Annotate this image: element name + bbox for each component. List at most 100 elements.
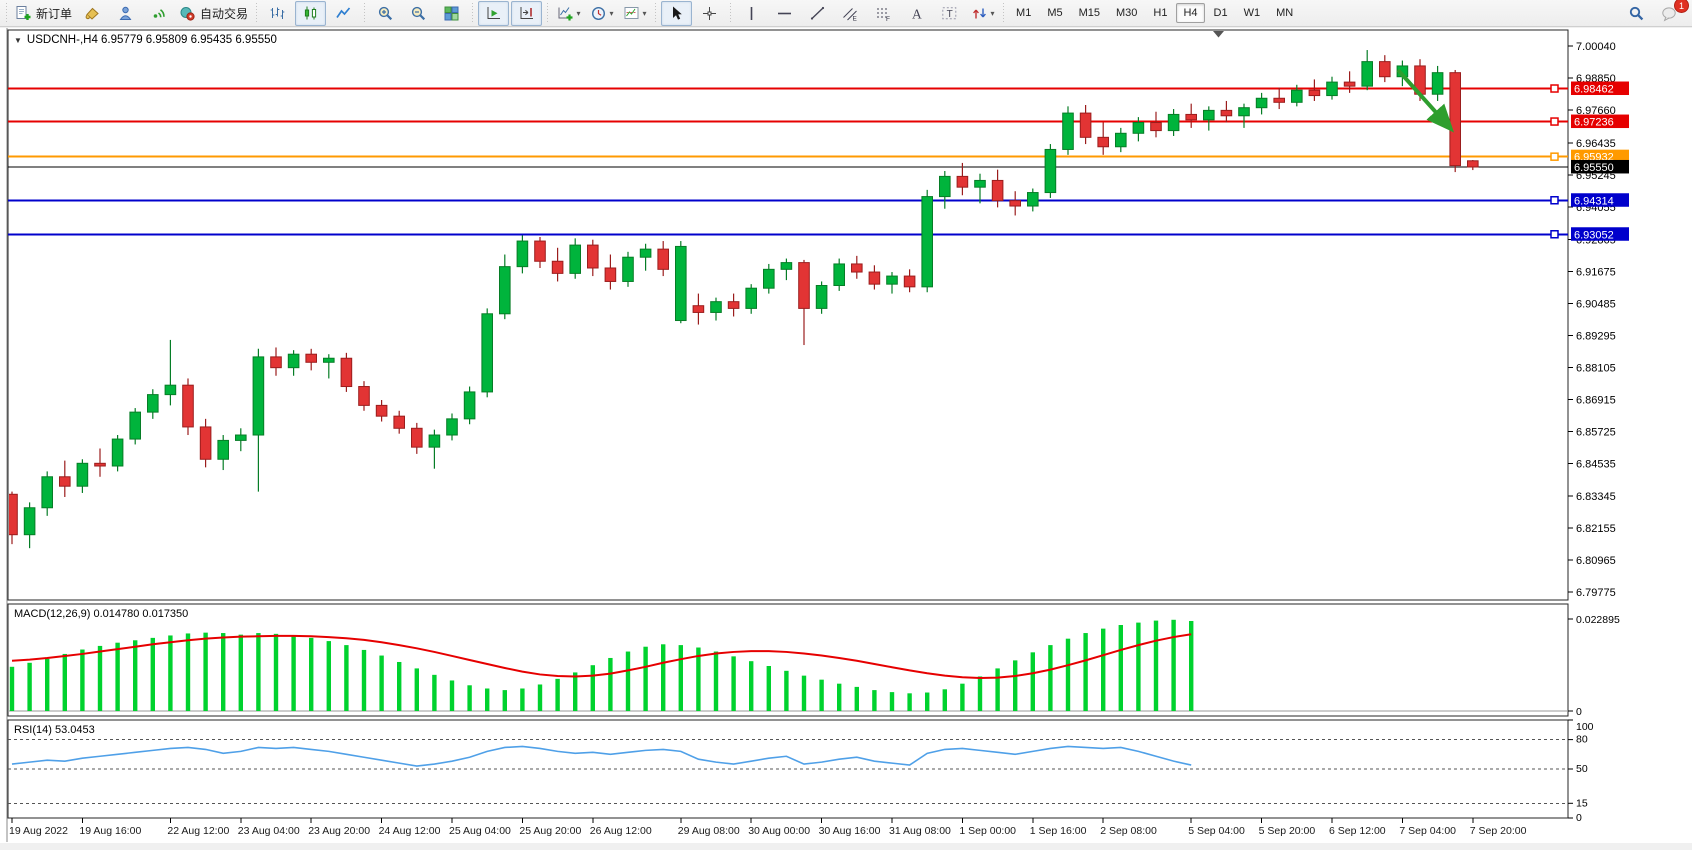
- svg-text:100: 100: [1576, 721, 1594, 733]
- chevron-down-icon[interactable]: ▾: [576, 8, 581, 18]
- line-icon: [335, 5, 352, 22]
- zoom-out-icon: [410, 5, 427, 22]
- chart-panels: [6, 28, 1569, 842]
- price-label-6.93052: 6.93052: [1571, 227, 1629, 241]
- person-icon: [117, 5, 134, 22]
- chart-shift-button[interactable]: [511, 0, 543, 26]
- svg-text:7 Sep 20:00: 7 Sep 20:00: [1470, 825, 1527, 837]
- templates-button[interactable]: ▾: [619, 1, 650, 26]
- candlestick-chart-button[interactable]: [295, 0, 327, 26]
- svg-text:6.95550: 6.95550: [1574, 162, 1614, 174]
- tile-windows-button[interactable]: [436, 1, 467, 26]
- trendline-icon: [809, 5, 826, 22]
- signals-button[interactable]: [143, 1, 174, 26]
- line-handle[interactable]: [1550, 230, 1559, 239]
- price-label-6.98462: 6.98462: [1571, 81, 1629, 96]
- macd-axis: 0.022895 0: [1568, 614, 1620, 718]
- search-button[interactable]: [1621, 1, 1652, 26]
- timeframe-button-MN[interactable]: MN: [1276, 7, 1294, 19]
- svg-text:E: E: [853, 15, 858, 22]
- svg-text:6.85725: 6.85725: [1576, 427, 1616, 439]
- svg-text:1 Sep 16:00: 1 Sep 16:00: [1030, 825, 1087, 837]
- arrows-tool[interactable]: ▾: [967, 1, 998, 26]
- auto-trading-button[interactable]: 自动交易: [176, 1, 251, 26]
- chat-icon: [1661, 5, 1678, 22]
- crosshair-button[interactable]: [694, 1, 725, 26]
- line-handle[interactable]: [1550, 84, 1559, 93]
- timeframe-button-M15[interactable]: M15: [1078, 7, 1100, 19]
- timeframe-button-M30[interactable]: M30: [1116, 7, 1138, 19]
- svg-text:30 Aug 00:00: 30 Aug 00:00: [748, 825, 810, 837]
- svg-text:6.90485: 6.90485: [1576, 298, 1616, 310]
- svg-text:0.022895: 0.022895: [1576, 614, 1620, 626]
- svg-text:F: F: [886, 16, 890, 22]
- bucket-icon: [84, 5, 101, 22]
- price-axis: 7.000406.988506.976606.964356.952456.940…: [1568, 41, 1616, 599]
- chevron-down-icon[interactable]: ▾: [990, 8, 995, 18]
- svg-text:6.80965: 6.80965: [1576, 555, 1616, 567]
- channel-icon: E: [842, 5, 859, 22]
- search-icon: [1628, 5, 1645, 22]
- chevron-down-icon[interactable]: ▾: [642, 8, 647, 18]
- line-handle[interactable]: [1550, 152, 1559, 161]
- zoom-out-button[interactable]: [403, 1, 434, 26]
- toolbar-group-grip: [254, 3, 260, 23]
- bar-chart-button[interactable]: [262, 1, 293, 26]
- time-axis: 19 Aug 2022 19 Aug 16:00 22 Aug 12:00 23 Au…: [9, 818, 1527, 837]
- autoscroll-icon: [485, 5, 502, 22]
- svg-text:23 Aug 04:00: 23 Aug 04:00: [238, 825, 300, 837]
- cursor-button[interactable]: [661, 0, 693, 26]
- hline-icon: [776, 5, 793, 22]
- bars-icon: [269, 5, 286, 22]
- styler-button[interactable]: [77, 1, 108, 26]
- new-order-button-label: 新订单: [36, 6, 73, 21]
- chart-shift-marker[interactable]: [1213, 31, 1224, 38]
- line-handle[interactable]: [1550, 117, 1559, 126]
- macd-signal-line: [11, 633, 1192, 680]
- svg-text:6.84535: 6.84535: [1576, 459, 1616, 471]
- chart-title: ▼ USDCNH-,H4 6.95779 6.95809 6.95435 6.95…: [14, 34, 277, 46]
- svg-text:0: 0: [1576, 812, 1582, 824]
- toolbar-right: 1: [1620, 0, 1689, 27]
- horizontal-line-tool[interactable]: [769, 1, 800, 26]
- chart-collapse-icon[interactable]: ▼: [14, 36, 22, 45]
- svg-text:6.91675: 6.91675: [1576, 266, 1616, 278]
- svg-text:6.93052: 6.93052: [1574, 229, 1614, 241]
- equidistant-channel-tool[interactable]: E: [835, 1, 866, 26]
- auto-scroll-button[interactable]: [478, 0, 510, 26]
- profile-button[interactable]: [110, 1, 141, 26]
- line-chart-button[interactable]: [328, 1, 359, 26]
- svg-text:6.79775: 6.79775: [1576, 587, 1616, 599]
- new-order-icon: [15, 5, 32, 22]
- timeframe-button-M1[interactable]: M1: [1016, 7, 1032, 19]
- arrows-icon: [971, 5, 988, 22]
- price-label-6.97236: 6.97236: [1571, 114, 1629, 129]
- fibonacci-tool[interactable]: F: [868, 1, 899, 26]
- svg-text:A: A: [912, 6, 922, 21]
- timeframe-button-D1[interactable]: D1: [1213, 7, 1228, 19]
- new-order-button[interactable]: 新订单: [12, 1, 75, 26]
- line-handle[interactable]: [1550, 196, 1559, 205]
- timeframe-button-M5[interactable]: M5: [1047, 7, 1063, 19]
- rsi-line: [11, 745, 1192, 767]
- periods-button[interactable]: ▾: [586, 1, 617, 26]
- price-label-6.94314: 6.94314: [1571, 193, 1629, 207]
- arrow-annotation[interactable]: [1396, 68, 1455, 133]
- notifications-button[interactable]: 1: [1654, 0, 1689, 26]
- timeframe-button-H4[interactable]: H4: [1176, 3, 1205, 23]
- text-label-tool[interactable]: T: [934, 1, 965, 26]
- toolbar-group-grip: [4, 3, 9, 23]
- zoom-in-button[interactable]: [370, 1, 401, 26]
- text-tool[interactable]: A: [901, 1, 932, 26]
- vertical-line-tool[interactable]: [736, 1, 767, 26]
- macd-histogram: [9, 619, 1194, 711]
- chevron-down-icon[interactable]: ▾: [609, 8, 614, 18]
- indicators-button[interactable]: ▾: [553, 1, 584, 26]
- svg-text:6.94314: 6.94314: [1574, 195, 1614, 207]
- trendline-tool[interactable]: [802, 1, 833, 26]
- svg-text:T: T: [947, 9, 953, 20]
- svg-text:2 Sep 08:00: 2 Sep 08:00: [1100, 825, 1157, 837]
- timeframe-button-W1[interactable]: W1: [1243, 7, 1261, 19]
- timeframe-button-H1[interactable]: H1: [1153, 7, 1168, 19]
